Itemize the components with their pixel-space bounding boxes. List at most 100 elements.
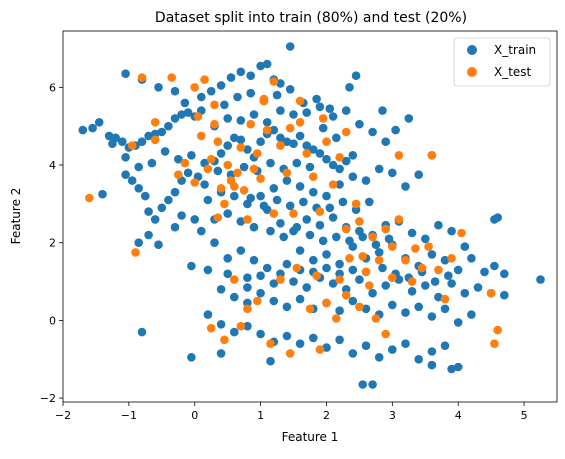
data-point — [430, 277, 440, 286]
data-point — [440, 341, 450, 351]
data-point — [309, 145, 318, 154]
data-point — [295, 131, 305, 141]
data-point — [414, 302, 424, 312]
data-point — [243, 273, 252, 283]
data-point — [200, 75, 209, 84]
data-point — [206, 323, 216, 333]
data-point — [170, 187, 180, 197]
data-point — [388, 242, 397, 251]
data-point — [371, 240, 381, 249]
legend-marker-x-test — [467, 67, 477, 77]
data-point — [332, 232, 341, 242]
data-point — [88, 123, 97, 133]
data-point — [279, 232, 289, 242]
data-point — [453, 318, 463, 327]
data-point — [315, 102, 325, 112]
data-point — [223, 114, 232, 123]
y-axis: −2 0 2 4 6 — [40, 81, 63, 405]
data-point — [444, 271, 453, 281]
legend-label-x-test: X_test — [494, 65, 532, 79]
legend: X_train X_test — [453, 37, 551, 87]
data-point — [460, 242, 470, 251]
data-point — [289, 139, 298, 148]
data-point — [328, 180, 338, 189]
data-point — [374, 255, 384, 265]
data-point — [447, 253, 456, 263]
x-tick-label: −2 — [55, 409, 71, 422]
data-point — [230, 191, 239, 201]
data-point — [276, 275, 285, 284]
data-point — [236, 143, 246, 152]
data-point — [134, 238, 143, 247]
data-point — [127, 141, 137, 150]
data-point — [200, 180, 209, 189]
data-point — [282, 176, 292, 185]
data-point — [348, 349, 358, 358]
data-point — [335, 275, 344, 284]
data-point — [345, 236, 354, 246]
data-point — [249, 110, 259, 119]
data-point — [230, 182, 239, 191]
data-point — [276, 141, 285, 150]
data-point — [174, 170, 183, 179]
data-point — [180, 98, 190, 108]
data-point — [309, 255, 318, 265]
data-point — [467, 253, 476, 263]
data-point — [309, 172, 318, 181]
data-point — [256, 137, 265, 146]
data-point — [239, 162, 249, 172]
data-point — [256, 288, 265, 298]
data-point — [421, 281, 430, 290]
data-point — [246, 71, 255, 80]
data-point — [269, 77, 279, 86]
data-point — [269, 209, 279, 218]
data-point — [440, 304, 450, 314]
data-point — [137, 73, 147, 82]
data-point — [272, 195, 282, 205]
data-point — [276, 219, 285, 228]
data-point — [427, 250, 437, 259]
data-point — [434, 292, 443, 302]
data-point — [206, 154, 216, 164]
data-point — [164, 121, 173, 131]
data-point — [141, 191, 150, 201]
data-point — [150, 118, 160, 127]
x-axis: −2 −1 0 1 2 3 4 5 — [55, 402, 528, 422]
data-point — [220, 100, 229, 110]
data-point — [322, 263, 331, 273]
data-point — [447, 279, 456, 288]
data-point — [348, 172, 358, 181]
data-point — [358, 232, 368, 242]
data-point — [230, 292, 239, 302]
data-point — [272, 90, 282, 100]
data-point — [328, 279, 338, 288]
data-point — [388, 300, 397, 310]
data-point — [256, 191, 265, 201]
data-point — [78, 125, 88, 135]
data-point — [216, 81, 226, 90]
data-point — [322, 250, 331, 259]
data-point — [312, 94, 321, 104]
data-point — [500, 290, 509, 300]
data-point — [335, 180, 344, 189]
data-point — [355, 302, 364, 312]
data-point — [197, 131, 206, 141]
data-point — [318, 236, 328, 246]
data-point — [154, 240, 163, 249]
data-point — [259, 201, 269, 211]
y-axis-label: Feature 2 — [9, 188, 23, 245]
data-point — [266, 356, 275, 366]
data-point — [368, 232, 377, 242]
data-point — [348, 265, 358, 275]
data-point — [134, 162, 143, 172]
data-point — [190, 215, 199, 224]
data-point — [378, 263, 387, 273]
data-point — [341, 285, 351, 294]
data-point — [493, 325, 503, 335]
data-point — [193, 112, 203, 121]
data-point — [262, 263, 272, 273]
data-point — [170, 114, 180, 123]
data-point — [239, 186, 249, 195]
